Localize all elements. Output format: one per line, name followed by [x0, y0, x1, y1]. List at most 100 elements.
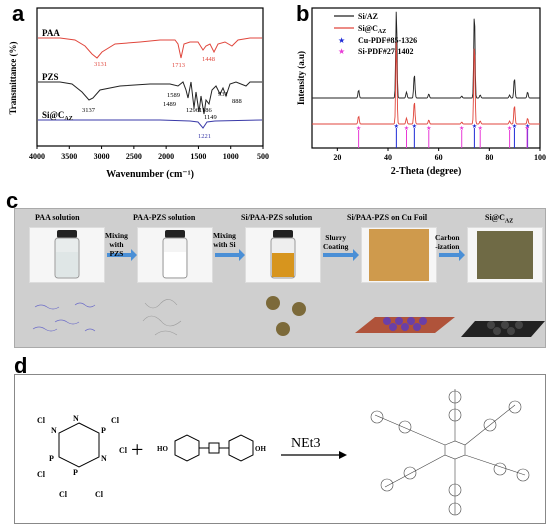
- arrow-label-carbonization: Carbon -ization: [435, 233, 460, 251]
- svg-text:P: P: [101, 426, 106, 435]
- xrd-xtick-label: 100: [534, 153, 546, 162]
- ftir-ann-1186: 1186: [199, 107, 213, 114]
- xrd-xtick-label: 80: [485, 153, 493, 162]
- process-schematics: [32, 296, 545, 337]
- ftir-ann-3137: 3137: [82, 107, 96, 114]
- xrd-ref-star-icon: ★: [478, 125, 483, 132]
- schematic-cu-electrode: [355, 317, 455, 333]
- svg-text:Cl: Cl: [95, 490, 104, 499]
- svg-text:P: P: [49, 454, 54, 463]
- xrd-xtick-label: 40: [384, 153, 392, 162]
- svg-text:N: N: [73, 414, 79, 423]
- panel-label-c: c: [6, 188, 19, 213]
- step-label-cu-foil: Si/PAA-PZS on Cu Foil: [347, 213, 428, 222]
- svg-text:Cl: Cl: [111, 416, 120, 425]
- step-label-sic: Si@CAZ: [485, 213, 514, 225]
- xrd-legend-cu: Cu-PDF#85-1326: [358, 36, 417, 45]
- xrd-legend-si: Si-PDF#27-1402: [358, 47, 414, 56]
- plus-sign: +: [131, 437, 143, 462]
- xrd-ref-star-icon: ★: [525, 123, 530, 130]
- xrd-series-sic: [312, 42, 540, 125]
- ftir-ann-888: 888: [232, 98, 242, 105]
- xrd-ylabel: Intensity (a.u): [296, 51, 306, 105]
- svg-text:Cl: Cl: [119, 446, 128, 455]
- ftir-xtick-label: 3500: [61, 152, 77, 161]
- photo-sic: [467, 227, 543, 283]
- svg-text:Cl: Cl: [37, 470, 46, 479]
- xrd-ref-star-icon: ★: [507, 125, 512, 132]
- ftir-xtick-label: 2000: [158, 152, 174, 161]
- svg-text:N: N: [101, 454, 107, 463]
- schematic-paa-chains: [32, 302, 96, 332]
- ftir-ann-3131: 3131: [94, 61, 107, 68]
- step-label-si-paa-pzs: Si/PAA-PZS solution: [241, 213, 313, 222]
- arrow-right-icon: [439, 249, 465, 261]
- ftir-ann-931: 931: [218, 91, 228, 98]
- hydroxyl-right: OH: [255, 445, 266, 453]
- ftir-ann-1713: 1713: [172, 62, 185, 69]
- xrd-ref-star-icon: ★: [356, 125, 361, 132]
- xrd-xtick-label: 60: [435, 153, 443, 162]
- svg-text:Cl: Cl: [37, 416, 46, 425]
- xrd-legend-sic: Si@CAZ: [358, 24, 386, 35]
- xrd-ref-star-icon: ★: [404, 125, 409, 132]
- xrd-ref-star-icon: ★: [524, 125, 529, 132]
- reagent-label: NEt3: [291, 436, 321, 451]
- ftir-ann-1448: 1448: [202, 56, 215, 63]
- arrow-right-icon: [107, 249, 137, 261]
- schematic-carbon-electrode: [461, 321, 545, 337]
- xrd-ref-star-icon: ★: [394, 123, 399, 130]
- xrd-legend-siaz: Si/AZ: [358, 12, 378, 21]
- panel-label-d: d: [14, 353, 28, 378]
- arrow-label-mixing-pzs: Mixing with PZS: [105, 231, 128, 258]
- xrd-series-siaz: [312, 11, 540, 99]
- ftir-chart: Transmittance (%) 4000 3500 3000 2500 2000 15…: [8, 7, 269, 180]
- step-label-paa: PAA solution: [35, 213, 80, 222]
- svg-text:P: P: [73, 468, 78, 477]
- panel-label-b: b: [296, 1, 310, 26]
- xrd-legend-si-icon: ★: [338, 47, 345, 56]
- ftir-ann-1489: 1489: [163, 101, 176, 108]
- arrow-right-icon: [215, 249, 245, 261]
- ftir-ann-1296: 1296: [186, 107, 200, 114]
- hexachlorocyclotriphosphazene: N P N P P N Cl Cl Cl Cl Cl Cl: [37, 414, 128, 499]
- ftir-xtick-label: 1500: [190, 152, 206, 161]
- arrow-label-mixing-si: Mixing with Si: [213, 231, 236, 249]
- reaction-scheme: N P N P P N Cl Cl Cl Cl Cl Cl + HO OH NE…: [37, 389, 530, 516]
- ftir-legend-pzs: PZS: [42, 72, 59, 82]
- ftir-ylabel: Transmittance (%): [8, 41, 18, 114]
- xrd-xtick-label: 20: [333, 153, 341, 162]
- ftir-ann-1589: 1589: [167, 92, 180, 99]
- step-label-paa-pzs: PAA-PZS solution: [133, 213, 196, 222]
- panel-label-a: a: [12, 1, 25, 26]
- xrd-plot-frame: [311, 7, 541, 149]
- xrd-ref-star-icon: ★: [472, 123, 477, 130]
- xrd-xlabel: 2-Theta (degree): [391, 166, 462, 177]
- ftir-series-sic: [38, 119, 263, 129]
- ftir-series-paa: [38, 37, 262, 59]
- xrd-ref-star-icon: ★: [512, 123, 517, 130]
- reaction-panel: N P N P P N Cl Cl Cl Cl Cl Cl + HO OH NE…: [14, 374, 546, 524]
- svg-text:N: N: [51, 426, 57, 435]
- process-arrows: [107, 249, 465, 261]
- xrd-ref-star-icon: ★: [459, 125, 464, 132]
- xrd-ref-star-icon: ★: [426, 125, 431, 132]
- ftir-legend-paa: PAA: [42, 28, 60, 38]
- hydroxyl-left: HO: [157, 445, 168, 453]
- ftir-ann-1149: 1149: [204, 114, 217, 121]
- ftir-ann-1221: 1221: [198, 133, 211, 140]
- ftir-xtick-label: 500: [257, 152, 269, 161]
- ftir-xlabel: Wavenumber (cm⁻¹): [106, 169, 194, 180]
- ftir-xtick-label: 1000: [223, 152, 239, 161]
- ftir-series-pzs: [38, 81, 262, 115]
- ftir-xtick-label: 2500: [126, 152, 142, 161]
- schematic-paa-pzs-network: [142, 299, 182, 336]
- process-panel: PAA solution PAA-PZS solution Si/PAA-PZS…: [14, 208, 546, 348]
- xrd-ref-star-icon: ★: [412, 123, 417, 130]
- schematic-si-particles: [266, 296, 306, 336]
- ftir-plot-frame: [36, 7, 264, 147]
- arrow-right-icon: [323, 249, 359, 261]
- xrd-chart: Intensity (a.u) 20 40 60 80 100 2-Theta (deg…: [296, 7, 546, 177]
- polymer-product: [370, 389, 530, 516]
- photo-cu-foil: [361, 227, 437, 283]
